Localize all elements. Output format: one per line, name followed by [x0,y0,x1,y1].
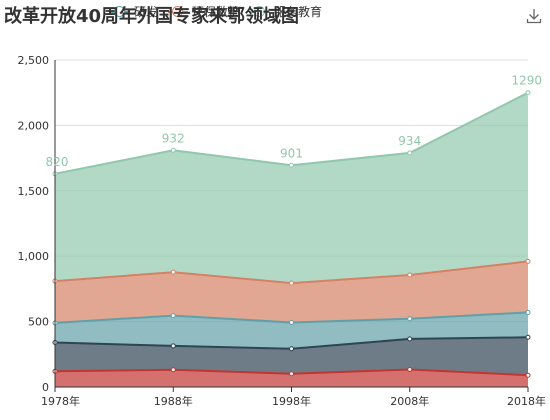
data-point [289,280,294,286]
series-area [55,312,528,349]
data-point [525,90,531,96]
data-point [407,316,413,322]
data-point [407,336,413,342]
data-point [407,366,413,372]
chart-title: 改革开放40周年外国专家来鄂领域图 [4,6,300,27]
x-tick-label: 2018年 [507,394,546,408]
x-tick-label: 1998年 [272,394,311,408]
data-label: 932 [162,131,185,145]
series-points [52,90,531,378]
legend-label: 环保救护 [192,5,241,19]
axes: 0 500 1,000 1,500 2,000 2,500 1978年 1988年 1998年 2… [18,54,547,408]
legend-swatch [110,5,130,17]
series-areas [55,92,528,387]
download-icon[interactable] [526,8,542,24]
data-point [407,272,413,278]
data-point [289,346,294,352]
data-label: 934 [398,134,421,148]
x-tick-label: 1988年 [154,394,193,408]
data-point [407,150,413,156]
data-point [289,320,294,326]
y-tick-label: 1,500 [18,185,50,198]
data-point [170,313,176,319]
legend-item-service[interactable]: 服务教育 [250,3,322,20]
data-labels: 820 932 901 934 1290 [46,74,542,169]
y-tick-label: 1,000 [18,250,50,263]
data-point [170,269,176,275]
series-area [55,92,528,284]
data-point [289,162,294,168]
legend-swatch [250,5,271,17]
data-point [525,372,531,378]
legend-label: 研发 [134,5,159,19]
data-point [289,371,294,377]
data-point [525,334,531,340]
legend[interactable]: 研发 环保救护 服务教育 [110,3,322,20]
legend-item-rd[interactable]: 研发 [110,3,158,20]
data-point [170,367,176,373]
data-point [170,147,176,153]
data-label: 901 [280,146,303,160]
legend-item-env[interactable]: 环保救护 [168,3,240,20]
x-tick-label: 2008年 [390,394,429,408]
data-label: 820 [46,155,69,169]
y-tick-label: 2,500 [18,54,50,67]
data-point [170,343,176,349]
data-point [525,309,531,315]
y-tick-label: 0 [42,381,49,394]
data-label: 1290 [511,74,542,88]
x-tick-label: 1978年 [41,394,80,408]
legend-label: 服务教育 [274,5,323,19]
series-area [55,369,528,387]
legend-swatch [168,5,189,17]
data-point [525,258,531,264]
y-tick-label: 2,000 [18,119,50,132]
y-tick-label: 500 [28,316,49,329]
